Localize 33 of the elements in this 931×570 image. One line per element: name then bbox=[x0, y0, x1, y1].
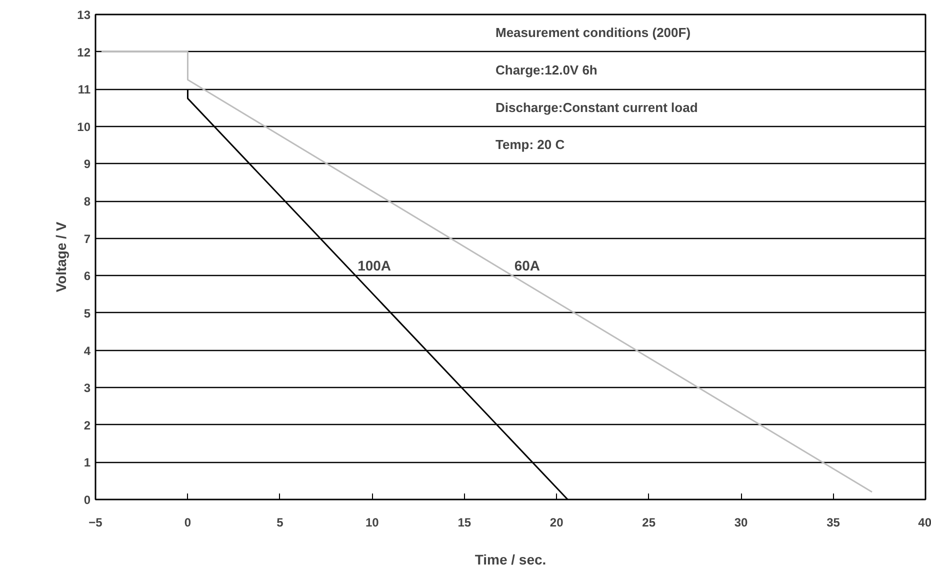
y-tick-label: 3 bbox=[84, 381, 91, 396]
y-tick-label: 6 bbox=[84, 269, 91, 284]
y-tick-label: 1 bbox=[84, 456, 91, 470]
y-tick-label: 2 bbox=[84, 418, 91, 432]
x-tick-label: −5 bbox=[88, 516, 103, 530]
series-label: 60A bbox=[514, 258, 540, 274]
y-tick-label: 11 bbox=[78, 82, 91, 97]
annotation: Discharge:Constant current load bbox=[496, 100, 698, 115]
x-tick-label: 30 bbox=[734, 516, 748, 530]
annotation: Charge:12.0V 6h bbox=[496, 62, 598, 78]
x-tick-label: 0 bbox=[184, 516, 192, 530]
y-tick-label: 13 bbox=[77, 8, 91, 22]
x-tick-label: 5 bbox=[276, 516, 284, 530]
y-tick-label: 7 bbox=[84, 232, 91, 246]
y-tick-label: 8 bbox=[84, 194, 91, 209]
y-tick-label: 9 bbox=[84, 157, 91, 172]
x-tick-label: 40 bbox=[918, 516, 931, 530]
x-tick-label: 35 bbox=[826, 516, 840, 530]
y-tick-label: 12 bbox=[77, 45, 91, 60]
x-tick-label: 20 bbox=[550, 516, 564, 530]
line-series bbox=[96, 51, 873, 493]
series-label: 100A bbox=[358, 258, 392, 274]
y-tick-label: 10 bbox=[77, 120, 91, 134]
y-tick-label: 0 bbox=[84, 493, 91, 507]
annotation: Measurement conditions (200F) bbox=[496, 25, 691, 40]
y-tick-label: 5 bbox=[84, 306, 91, 320]
annotation: Temp: 20 C bbox=[496, 137, 566, 152]
x-tick-label: 25 bbox=[642, 516, 656, 530]
y-tick-label: 4 bbox=[84, 344, 91, 358]
x-tick-label: 15 bbox=[458, 516, 472, 530]
x-tick-label: 10 bbox=[365, 516, 380, 530]
y-axis-title: Voltage / V bbox=[53, 221, 70, 292]
x-axis-title: Time / sec. bbox=[474, 552, 546, 568]
